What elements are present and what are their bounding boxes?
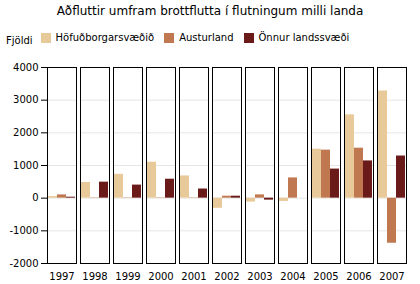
- svg-text:2001: 2001: [181, 271, 206, 282]
- svg-text:2000: 2000: [13, 127, 38, 138]
- svg-text:1999: 1999: [115, 271, 140, 282]
- svg-text:0: 0: [32, 192, 38, 203]
- html-text:Austurland: Austurland: [179, 32, 234, 43]
- svg-text:2004: 2004: [280, 271, 305, 282]
- svg-text:2003: 2003: [247, 271, 272, 282]
- svg-text:1997: 1997: [49, 271, 74, 282]
- svg-text:-1000: -1000: [9, 225, 38, 236]
- html-text:Aðfluttir umfram brottflutta í: Aðfluttir umfram brottflutta í flutningu…: [56, 4, 364, 18]
- svg-text:2005: 2005: [313, 271, 338, 282]
- svg-text:-2000: -2000: [9, 258, 38, 269]
- svg-text:4000: 4000: [13, 62, 38, 73]
- svg-text:2007: 2007: [379, 271, 404, 282]
- svg-text:1000: 1000: [13, 160, 38, 171]
- html-text:Önnur landssvæði: Önnur landssvæði: [258, 32, 350, 43]
- html-text:Fjöldi: Fjöldi: [6, 34, 33, 46]
- html-text:Höfuðborgarsvæðið: Höfuðborgarsvæðið: [55, 32, 155, 43]
- svg-text:2002: 2002: [214, 271, 239, 282]
- svg-text:2006: 2006: [346, 271, 371, 282]
- svg-text:1998: 1998: [82, 271, 107, 282]
- svg-text:2000: 2000: [148, 271, 173, 282]
- svg-text:3000: 3000: [13, 94, 38, 105]
